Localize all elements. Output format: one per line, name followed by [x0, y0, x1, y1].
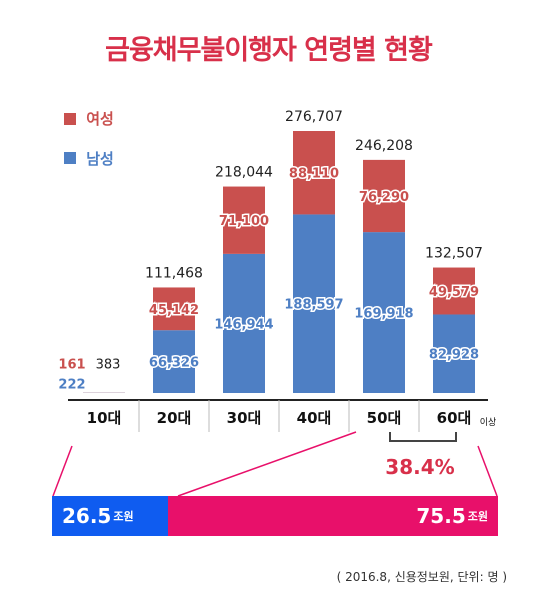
- connector-line: [177, 431, 357, 497]
- tick-label: 40대: [297, 409, 332, 427]
- ratio-left-unit: 조원: [113, 510, 134, 523]
- x-axis: 10대 20대 30대 40대 50대 60대 이상: [68, 399, 497, 432]
- legend-swatch-male: [64, 152, 76, 164]
- annotation: 38.4%: [52, 431, 498, 497]
- tick-label: 20대: [157, 409, 192, 427]
- tick-label: 10대: [87, 409, 122, 427]
- label-total: 383: [96, 358, 121, 373]
- ratio-right-value: 75.5: [416, 504, 466, 528]
- ratio-right-unit: 조원: [467, 510, 488, 523]
- label-male: 169,918: [354, 307, 413, 322]
- bar-female: [363, 159, 405, 233]
- label-male: 82,928: [429, 348, 479, 363]
- bracket: [389, 432, 457, 442]
- label-female: 161: [58, 358, 85, 373]
- label-male: 66,326: [149, 356, 199, 371]
- connector-line: [52, 445, 73, 497]
- bar-male: [433, 314, 475, 393]
- bar-male: [363, 232, 405, 393]
- label-total: 218,044: [215, 165, 273, 181]
- ratio-bar: 26.5 조원 75.5 조원: [52, 496, 498, 536]
- source-note: ( 2016.8, 신용정보원, 단위: 명 ): [336, 570, 507, 584]
- label-male: 188,597: [284, 298, 343, 313]
- chart-title: 금융채무불이행자 연령별 현황: [105, 35, 433, 66]
- legend-label-female: 여성: [86, 110, 114, 128]
- tick-suffix: 이상: [480, 417, 497, 428]
- ratio-bar-left: 26.5 조원: [52, 496, 168, 536]
- bar-male: [293, 214, 335, 393]
- ratio-bar-right: 75.5 조원: [167, 496, 498, 536]
- labels: 161 222 383 45,142 66,326 111,468 71,100 146,94…: [58, 109, 483, 393]
- tick-label: 60대: [437, 409, 472, 427]
- label-male: 222: [58, 378, 85, 393]
- label-female: 76,290: [359, 190, 409, 205]
- annotation-percent: 38.4%: [385, 455, 454, 479]
- tick-label: 50대: [367, 409, 402, 427]
- label-male: 146,944: [214, 317, 273, 332]
- bar-female: [433, 267, 475, 315]
- label-female: 71,100: [219, 214, 269, 229]
- label-total: 276,707: [285, 109, 343, 125]
- label-female: 49,579: [429, 285, 479, 300]
- bar-female: [223, 186, 265, 254]
- connector-line: [477, 445, 498, 497]
- label-female: 45,142: [149, 303, 199, 318]
- label-female: 88,110: [289, 167, 339, 182]
- label-total: 246,208: [355, 138, 413, 154]
- legend-label-male: 남성: [86, 150, 114, 168]
- tick-label: 30대: [227, 409, 262, 427]
- bar-female: [293, 131, 335, 215]
- legend-swatch-female: [64, 113, 76, 125]
- ratio-left-value: 26.5: [62, 504, 112, 528]
- bar-female: [153, 287, 195, 331]
- label-total: 132,507: [425, 246, 483, 262]
- bar-male: [153, 330, 195, 393]
- label-total: 111,468: [145, 265, 203, 281]
- bar-male: [223, 253, 265, 393]
- bars: [83, 131, 475, 393]
